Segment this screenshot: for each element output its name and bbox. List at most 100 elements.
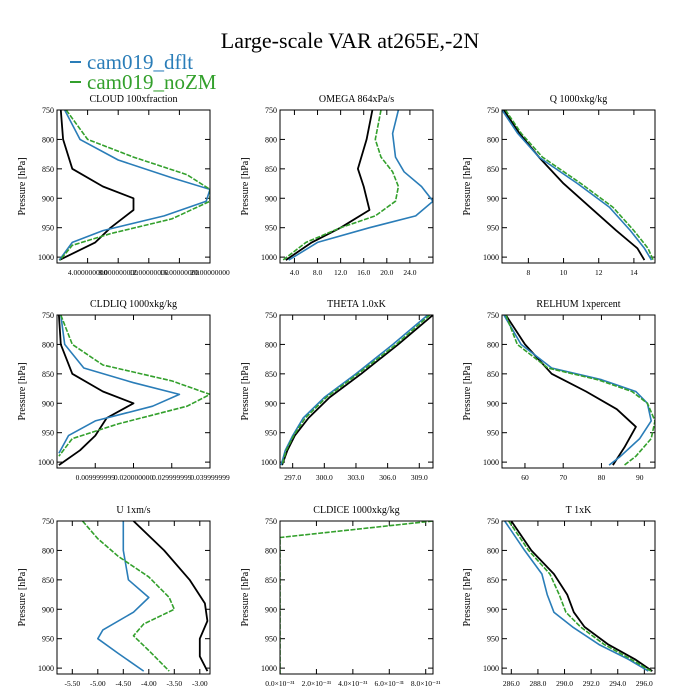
panel-5-ytick-label: 750	[265, 311, 277, 320]
panel-9-ytick-label: 900	[487, 605, 499, 614]
panel-6-xtick-label: 60	[521, 473, 529, 482]
panel-6-ytick-label: 950	[487, 429, 499, 438]
panel-6-frame	[501, 314, 656, 469]
panel-6-ytick-label: 800	[487, 340, 499, 349]
panel-4-ytick-label: 750	[42, 311, 54, 320]
panel-1-ytick-label: 800	[42, 135, 54, 144]
panel-4-ytick-label: 800	[42, 340, 54, 349]
panel-8-ytick-label: 1000	[261, 664, 277, 673]
panel-3-ytick-label: 1000	[483, 253, 499, 262]
panel-7-series-black	[132, 521, 209, 672]
legend-swatch-green	[70, 81, 81, 83]
panel-5-ylabel: Pressure [hPa]	[240, 362, 251, 420]
panel-2-xtick-label: 4.0	[290, 268, 300, 277]
panel-9-ytick-label: 750	[487, 517, 499, 526]
panel-4-ytick-label: 900	[42, 399, 54, 408]
panel-4-series-green	[58, 315, 210, 457]
panel-6-ytick-label: 900	[487, 399, 499, 408]
panel-4-xtick-label: 0.009999999	[76, 473, 116, 482]
panel-4-ytick-label: 850	[42, 370, 54, 379]
panel-7-xtick-label: -3.50	[166, 679, 182, 688]
panel-5-series-blue	[280, 315, 429, 466]
panel-8-ytick-label: 850	[265, 576, 277, 585]
panel-2: OMEGA 864xPa/s Pressure [hPa] 750 800 850 900…	[240, 94, 434, 277]
panel-3-ytick-label: 900	[487, 194, 499, 203]
panel-1-xtick-label: 4.000000000	[68, 268, 108, 277]
panel-4-series-blue	[58, 315, 181, 454]
panel-2-xtick-label: 24.0	[403, 268, 416, 277]
panel-5-ytick-label: 950	[265, 429, 277, 438]
panel-4: CLDLIQ 1000xkg/kg Pressure [hPa] 750 800 850…	[17, 299, 230, 482]
panel-3-ytick-label: 850	[487, 165, 499, 174]
panel-2-xtick-label: 8.0	[313, 268, 323, 277]
panel-8: CLDICE 1000xkg/kg Pressure [hPa] 750 800 850…	[240, 505, 440, 688]
panel-7-ytick-label: 800	[42, 546, 54, 555]
panel-1-ytick-label: 900	[42, 194, 54, 203]
panel-4-xtick-label: 0.029999999	[152, 473, 192, 482]
panel-8-xtick-label: 0.0×10⁻³¹	[265, 679, 295, 688]
panel-3-title: Q 1000xkg/kg	[550, 94, 608, 105]
panel-5-xtick-label: 306.0	[379, 473, 396, 482]
legend: cam019_dflt cam019_noZM	[70, 52, 217, 94]
panel-3-xtick-label: 10	[560, 268, 568, 277]
panel-3-series-blue	[502, 110, 653, 261]
panel-8-xtick-label: 4.0×10⁻³¹	[338, 679, 368, 688]
panel-6-series-green	[505, 315, 655, 466]
panel-1-ytick-label: 1000	[38, 253, 54, 262]
panel-9-ylabel: Pressure [hPa]	[462, 568, 473, 626]
legend-label-nozm: cam019_noZM	[87, 70, 217, 94]
panel-8-ytick-label: 800	[265, 546, 277, 555]
panel-2-ytick-label: 950	[265, 224, 277, 233]
panel-3-xtick-label: 14	[630, 268, 638, 277]
panel-3-frame	[501, 109, 656, 264]
panel-9-xtick-label: 288.0	[529, 679, 546, 688]
panel-1-series-green	[59, 110, 210, 261]
panel-7-xtick-label: -5.50	[64, 679, 80, 688]
panel-3-series-black	[503, 110, 646, 261]
panel-8-ylabel: Pressure [hPa]	[240, 568, 251, 626]
panel-5-ytick-label: 800	[265, 340, 277, 349]
panel-8-ytick-label: 900	[265, 605, 277, 614]
panel-6-ytick-label: 1000	[483, 458, 499, 467]
panel-9-xtick-label: 290.0	[556, 679, 573, 688]
panel-2-ytick-label: 800	[265, 135, 277, 144]
figure-title: Large-scale VAR at265E,-2N	[220, 28, 480, 53]
panel-3-ytick-label: 950	[487, 224, 499, 233]
panel-1-xtick-label: 8.000000000	[99, 268, 139, 277]
panel-4-ylabel: Pressure [hPa]	[17, 362, 28, 420]
panel-1-xtick-label: 20.00000000	[190, 268, 230, 277]
panel-2-series-green	[282, 110, 400, 261]
panel-7-ylabel: Pressure [hPa]	[17, 568, 28, 626]
panel-2-series-blue	[288, 110, 433, 261]
panel-1-title: CLOUD 100xfraction	[89, 94, 177, 105]
panel-3-series-green	[504, 110, 654, 261]
panel-3-ytick-label: 750	[487, 106, 499, 115]
panel-2-ytick-label: 750	[265, 106, 277, 115]
panel-8-ytick-label: 750	[265, 517, 277, 526]
panel-9-series-green	[508, 521, 652, 672]
panel-9-frame	[501, 520, 656, 675]
panel-9: T 1xK Pressure [hPa] 750 800 850 900 950 1000 28…	[462, 505, 656, 688]
panel-1-ytick-label: 850	[42, 165, 54, 174]
panel-7-series-blue	[97, 521, 150, 672]
panel-4-series-black	[58, 315, 135, 466]
panel-1-ytick-label: 750	[42, 106, 54, 115]
panel-9-title: T 1xK	[566, 505, 592, 516]
panel-8-title: CLDICE 1000xkg/kg	[313, 505, 399, 516]
panel-4-ytick-label: 1000	[38, 458, 54, 467]
panel-1-frame	[56, 109, 211, 264]
panel-6-ylabel: Pressure [hPa]	[462, 362, 473, 420]
panel-5-series-green	[281, 315, 431, 466]
panel-7-ytick-label: 1000	[38, 664, 54, 673]
panel-5-xtick-label: 300.0	[316, 473, 333, 482]
legend-swatch-blue	[70, 61, 81, 63]
panel-6-series-black	[505, 315, 637, 466]
panel-6: RELHUM 1xpercent Pressure [hPa] 750 800 850 9…	[462, 299, 656, 482]
panel-8-xtick-label: 8.0×10⁻³¹	[411, 679, 441, 688]
panel-7-ytick-label: 850	[42, 576, 54, 585]
panel-5-xtick-label: 303.0	[348, 473, 365, 482]
panel-3-ytick-label: 800	[487, 135, 499, 144]
panel-6-ytick-label: 850	[487, 370, 499, 379]
panel-9-xtick-label: 294.0	[609, 679, 626, 688]
